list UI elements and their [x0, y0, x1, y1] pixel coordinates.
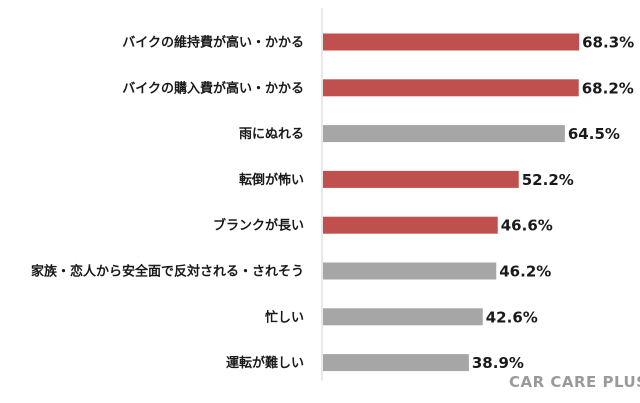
value-label: 46.2% — [499, 263, 551, 281]
value-label: 52.2% — [522, 171, 574, 189]
carcareplus-watermark: CAR CARE PLUS — [509, 373, 640, 391]
category-label: 運転が難しい — [226, 355, 304, 371]
bar — [323, 79, 579, 97]
bar — [323, 33, 580, 51]
bar — [323, 262, 497, 280]
category-label: 家族・恋人から安全面で反対される・されそう — [31, 264, 304, 280]
category-label: バイクの購入費が高い・かかる — [122, 80, 304, 96]
bar — [323, 308, 483, 326]
value-label: 46.6% — [501, 217, 553, 235]
category-label: 忙しい — [265, 309, 304, 325]
bar — [323, 125, 565, 143]
bar — [323, 170, 519, 188]
bar — [323, 216, 498, 234]
category-label: 雨にぬれる — [239, 127, 304, 142]
value-label: 42.6% — [486, 308, 538, 326]
value-label: 68.2% — [582, 79, 634, 97]
category-label: ブランクが長い — [213, 218, 304, 234]
category-label: バイクの維持費が高い・かかる — [122, 35, 304, 51]
bar — [323, 354, 469, 372]
value-label: 68.3% — [582, 34, 634, 52]
category-label: 転倒が怖い — [239, 172, 304, 188]
value-label: 64.5% — [568, 125, 620, 143]
value-label: 38.9% — [472, 354, 524, 372]
